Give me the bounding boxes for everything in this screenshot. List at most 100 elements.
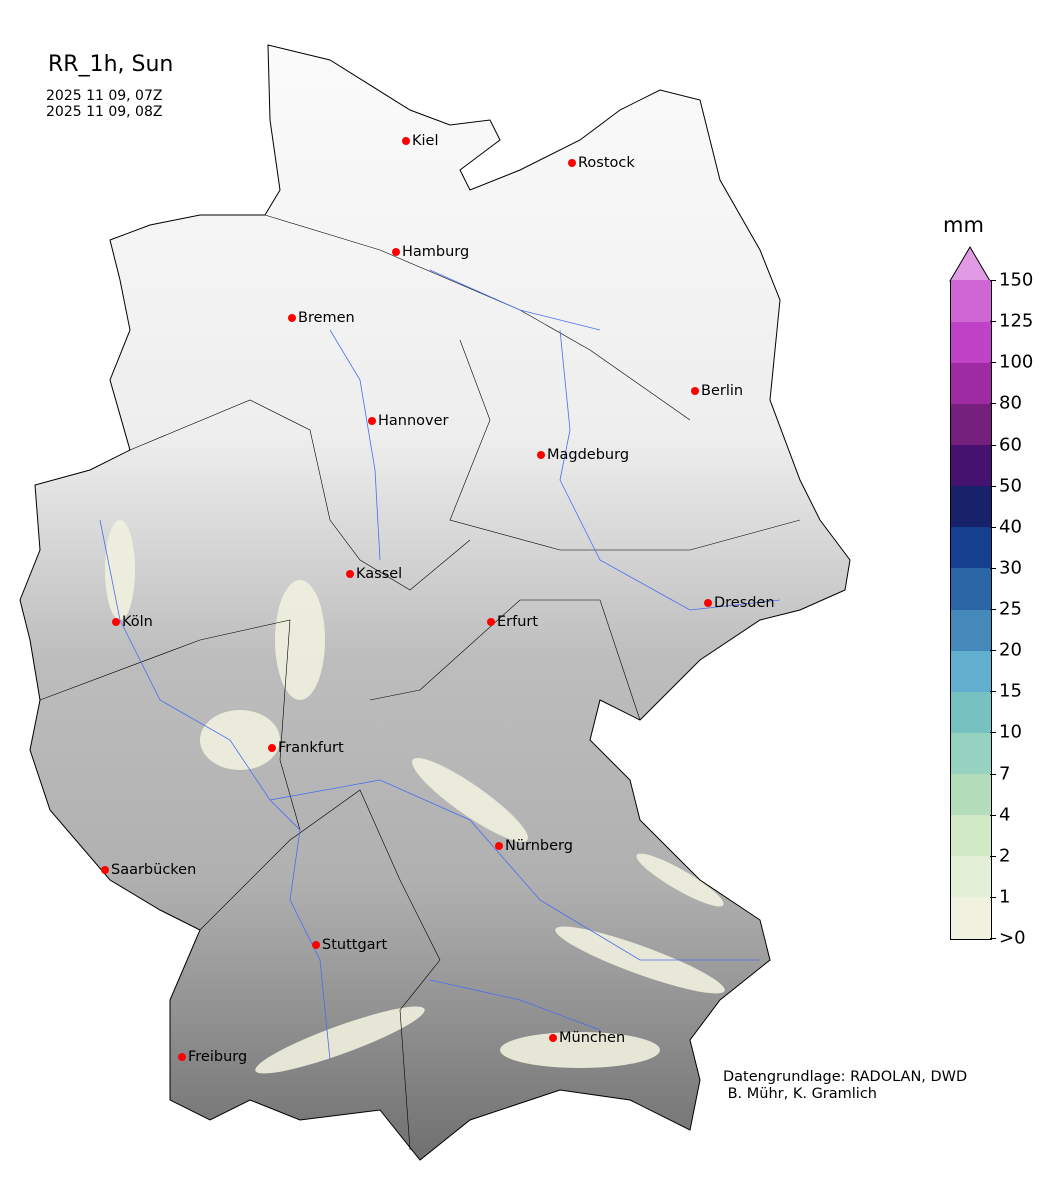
- map-title: RR_1h, Sun: [48, 52, 174, 77]
- colorbar-tick-label: 80: [999, 392, 1022, 414]
- city-marker-icon: [691, 387, 699, 395]
- city-name: Kassel: [356, 566, 403, 582]
- city-name: Dresden: [714, 595, 775, 611]
- colorbar-tick: [990, 814, 996, 816]
- city-name: Freiburg: [188, 1049, 248, 1065]
- city-name: München: [559, 1030, 626, 1046]
- city-marker-icon: [268, 744, 276, 752]
- city-marker-icon: [402, 137, 410, 145]
- city-marker-icon: [549, 1034, 557, 1042]
- city-label: Dresden: [704, 595, 775, 611]
- colorbar-unit: mm: [943, 213, 984, 237]
- credit-text: Datengrundlage: RADOLAN, DWD B. Mühr, K.…: [723, 1069, 968, 1102]
- colorbar-tick: [990, 938, 996, 939]
- city-name: Bremen: [298, 310, 355, 326]
- colorbar-extend-arrow: [949, 246, 991, 282]
- city-name: Magdeburg: [547, 447, 630, 463]
- city-label: Freiburg: [178, 1049, 248, 1065]
- city-name: Nürnberg: [505, 838, 573, 854]
- colorbar-tick-label: 4: [999, 804, 1011, 826]
- city-marker-icon: [101, 866, 109, 874]
- colorbar-tick-label: 125: [999, 310, 1034, 332]
- city-label: Rostock: [568, 155, 635, 171]
- colorbar-tick: [990, 773, 996, 775]
- city-name: Hannover: [378, 413, 449, 429]
- colorbar-segment: [950, 814, 992, 857]
- city-label: Kiel: [402, 133, 439, 149]
- city-marker-icon: [346, 570, 354, 578]
- city-marker-icon: [392, 248, 400, 256]
- colorbar-tick-label: 1: [999, 886, 1011, 908]
- colorbar-segment: [950, 896, 992, 940]
- city-name: Hamburg: [402, 244, 470, 260]
- colorbar-segment: [950, 650, 992, 692]
- colorbar-tick: [990, 896, 996, 898]
- colorbar-tick: [990, 650, 996, 652]
- colorbar-tick-label: 7: [999, 763, 1011, 784]
- city-marker-icon: [368, 417, 376, 425]
- colorbar-tick-label: 25: [999, 598, 1022, 620]
- colorbar-tick: [990, 732, 996, 734]
- colorbar-tick-label: 150: [999, 269, 1034, 291]
- city-label: Köln: [112, 614, 153, 630]
- colorbar-tick-label: 50: [999, 475, 1022, 497]
- colorbar-tick: [990, 321, 996, 323]
- colorbar-tick: [990, 855, 996, 857]
- colorbar-tick: [990, 485, 996, 487]
- colorbar-tick: [990, 526, 996, 528]
- colorbar-tick-label: 30: [999, 557, 1022, 579]
- city-name: Kiel: [412, 133, 439, 149]
- city-name: Stuttgart: [322, 937, 388, 953]
- colorbar-segment: [950, 609, 992, 651]
- city-marker-icon: [178, 1053, 186, 1061]
- city-marker-icon: [112, 618, 120, 626]
- city-label: München: [549, 1030, 626, 1046]
- city-label: Frankfurt: [268, 740, 344, 756]
- colorbar-segment: [950, 321, 992, 363]
- colorbar-tick: [990, 280, 996, 281]
- colorbar-tick: [990, 609, 996, 610]
- city-marker-icon: [487, 618, 495, 626]
- city-label: Stuttgart: [312, 937, 388, 953]
- city-name: Rostock: [578, 155, 635, 171]
- city-name: Berlin: [701, 383, 744, 399]
- colorbar-segment: [950, 362, 992, 404]
- time-start: 2025 11 09, 07Z: [46, 88, 163, 104]
- city-label: Hamburg: [392, 244, 470, 260]
- colorbar-segment: [950, 485, 992, 528]
- colorbar-tick: [990, 362, 996, 364]
- city-marker-icon: [537, 451, 545, 459]
- colorbar-segment: [950, 732, 992, 774]
- colorbar-segment: [950, 855, 992, 898]
- colorbar-segment: [950, 444, 992, 487]
- city-label: Magdeburg: [537, 447, 630, 463]
- city-name: Frankfurt: [278, 740, 344, 756]
- city-marker-icon: [495, 842, 503, 850]
- colorbar-tick-label: 15: [999, 680, 1022, 702]
- colorbar-segment: [950, 280, 992, 322]
- colorbar-tick-label: 20: [999, 639, 1022, 661]
- colorbar-segment: [950, 403, 992, 445]
- city-marker-icon: [568, 159, 576, 167]
- city-label: Berlin: [691, 383, 744, 399]
- colorbar-segment: [950, 773, 992, 816]
- city-label: Saarbücken: [101, 862, 197, 878]
- precip-patches: [105, 520, 725, 1074]
- colorbar-tick-label: 40: [999, 516, 1022, 538]
- colorbar-segment: [950, 567, 992, 610]
- time-end: 2025 11 09, 08Z: [46, 104, 163, 120]
- city-marker-icon: [312, 941, 320, 949]
- city-label: Hannover: [368, 413, 449, 429]
- colorbar-tick: [990, 403, 996, 405]
- city-marker-icon: [288, 314, 296, 322]
- city-name: Saarbücken: [111, 862, 197, 878]
- city-marker-icon: [704, 599, 712, 607]
- colorbar-segment: [950, 526, 992, 569]
- city-name: Erfurt: [497, 614, 539, 630]
- germany-outline: [19, 44, 851, 1161]
- colorbar-tick: [990, 444, 996, 446]
- colorbar-tick: [990, 691, 996, 693]
- colorbar-tick-label: 60: [999, 434, 1022, 455]
